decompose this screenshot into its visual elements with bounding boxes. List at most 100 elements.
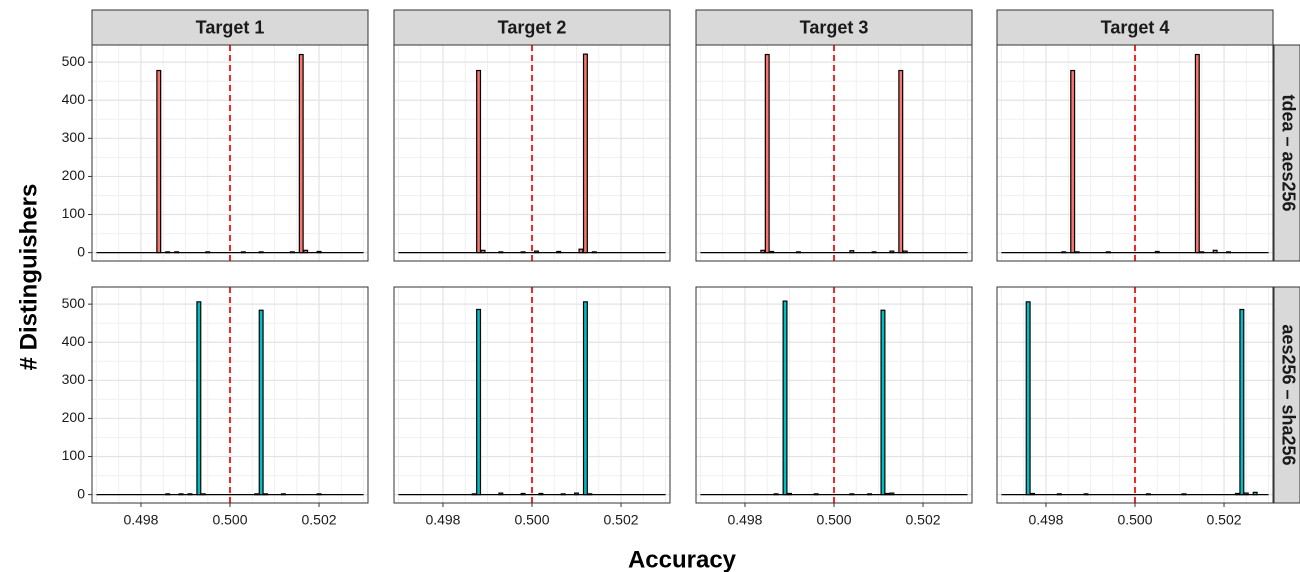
y-tick-label: 0: [77, 485, 85, 501]
facet-row-label: aes256 – sha256: [1278, 324, 1298, 465]
facet-panel: 0.498 0.500 0.502: [393, 286, 671, 528]
histogram-bar: [520, 492, 526, 496]
facet-strip-row: [1273, 44, 1300, 262]
y-axis-title: # Distinguishers: [15, 184, 42, 371]
histogram-bar: [1083, 493, 1089, 496]
facet-panel: 0.498 0.500 0.502: [996, 286, 1274, 528]
histogram-bar: [316, 250, 322, 254]
histogram-bar: [1212, 249, 1218, 254]
histogram-bar: [254, 493, 260, 496]
histogram-bar: [165, 493, 171, 496]
histogram-bar: [240, 251, 246, 254]
histogram-bar: [196, 301, 202, 496]
y-tick-label: 0: [77, 243, 85, 259]
histogram-bar: [849, 493, 855, 496]
histogram-bar: [200, 493, 206, 496]
y-tick-label: 400: [62, 333, 86, 349]
histogram-bar: [480, 249, 486, 254]
histogram-bar: [769, 250, 775, 254]
histogram-bar: [574, 492, 580, 496]
histogram-bar: [178, 493, 184, 496]
histogram-bar: [1194, 53, 1200, 254]
histogram-bar: [205, 251, 211, 254]
facet-panel: [695, 44, 973, 262]
histogram-bar: [1061, 251, 1067, 254]
histogram-bar: [898, 69, 904, 254]
x-tick-label: 0.500: [212, 512, 247, 528]
histogram-bar: [316, 493, 322, 496]
x-tick-label: 0.500: [514, 512, 549, 528]
panel-border: [695, 44, 973, 262]
histogram-bar: [520, 251, 526, 254]
facet-column-label: Target 3: [800, 17, 869, 37]
histogram-bar: [582, 53, 588, 254]
histogram-bar: [258, 251, 264, 254]
histogram-bar: [880, 309, 886, 496]
facet-strip-column: [91, 9, 369, 46]
histogram-bar: [813, 493, 819, 496]
histogram-bar: [538, 492, 544, 496]
histogram-bar: [187, 493, 193, 496]
x-tick-label: 0.498: [425, 512, 460, 528]
panel-border: [393, 44, 671, 262]
y-tick-label: 100: [62, 447, 86, 463]
histogram-bar: [773, 493, 779, 496]
histogram-bar: [889, 492, 895, 496]
histogram-bar: [289, 251, 295, 254]
facet-strip-column: [393, 9, 671, 46]
histogram-bar: [556, 250, 562, 254]
facet-panels: Target 1 Target 2 Target 3 Target 4 tdea – a…: [62, 9, 1300, 528]
x-axis-title: Accuracy: [628, 546, 737, 572]
histogram-bar: [1225, 251, 1231, 254]
facet-panel: [393, 44, 671, 262]
panel-border: [91, 44, 369, 262]
facet-panel: 0 100 200 300 400 500 0.498 0.500 0.502: [62, 286, 369, 528]
histogram-bar: [1025, 301, 1031, 496]
histogram-bar: [587, 493, 593, 496]
histogram-bar: [591, 251, 597, 254]
histogram-bar: [476, 69, 482, 254]
y-tick-label: 100: [62, 205, 86, 221]
x-tick-label: 0.502: [604, 512, 639, 528]
histogram-bar: [1154, 250, 1160, 254]
facet-row-label: tdea – aes256: [1278, 94, 1298, 211]
histogram-bar: [258, 309, 264, 496]
histogram-bar: [560, 493, 566, 496]
histogram-bar: [1252, 491, 1258, 496]
histogram-bar: [533, 250, 539, 254]
facet-column-label: Target 4: [1101, 17, 1170, 37]
facet-column-label: Target 2: [498, 17, 567, 37]
histogram-bar: [871, 251, 877, 254]
histogram-bar: [280, 493, 286, 496]
y-tick-label: 300: [62, 129, 86, 145]
histogram-bar: [884, 492, 890, 496]
panel-border: [996, 44, 1274, 262]
histogram-bar: [1234, 492, 1240, 496]
y-tick-label: 500: [62, 295, 86, 311]
facet-strip-column: [695, 9, 973, 46]
histogram-bar: [263, 493, 269, 496]
facet-strip-column: [996, 9, 1274, 46]
x-tick-label: 0.498: [123, 512, 158, 528]
histogram-bar: [1030, 492, 1036, 496]
histogram-bar: [498, 492, 504, 496]
histogram-bar: [298, 53, 304, 254]
histogram-bar: [760, 249, 766, 254]
histogram-bar: [498, 251, 504, 254]
histogram-bar: [1145, 493, 1151, 496]
histogram-bar: [476, 308, 482, 496]
histogram-bar: [303, 249, 309, 254]
x-tick-label: 0.498: [1028, 512, 1063, 528]
facet-panel: 0 100 200 300 400 500: [62, 44, 369, 262]
y-tick-label: 400: [62, 91, 86, 107]
facet-panel: [996, 44, 1274, 262]
histogram-bar: [889, 250, 895, 254]
facet-strip-row: [1273, 286, 1300, 504]
facet-column-label: Target 1: [196, 17, 265, 37]
histogram-bar: [867, 493, 873, 496]
histogram-bar: [1181, 493, 1187, 496]
histogram-bar: [1243, 492, 1249, 496]
x-tick-label: 0.500: [1117, 512, 1152, 528]
x-tick-label: 0.502: [906, 512, 941, 528]
